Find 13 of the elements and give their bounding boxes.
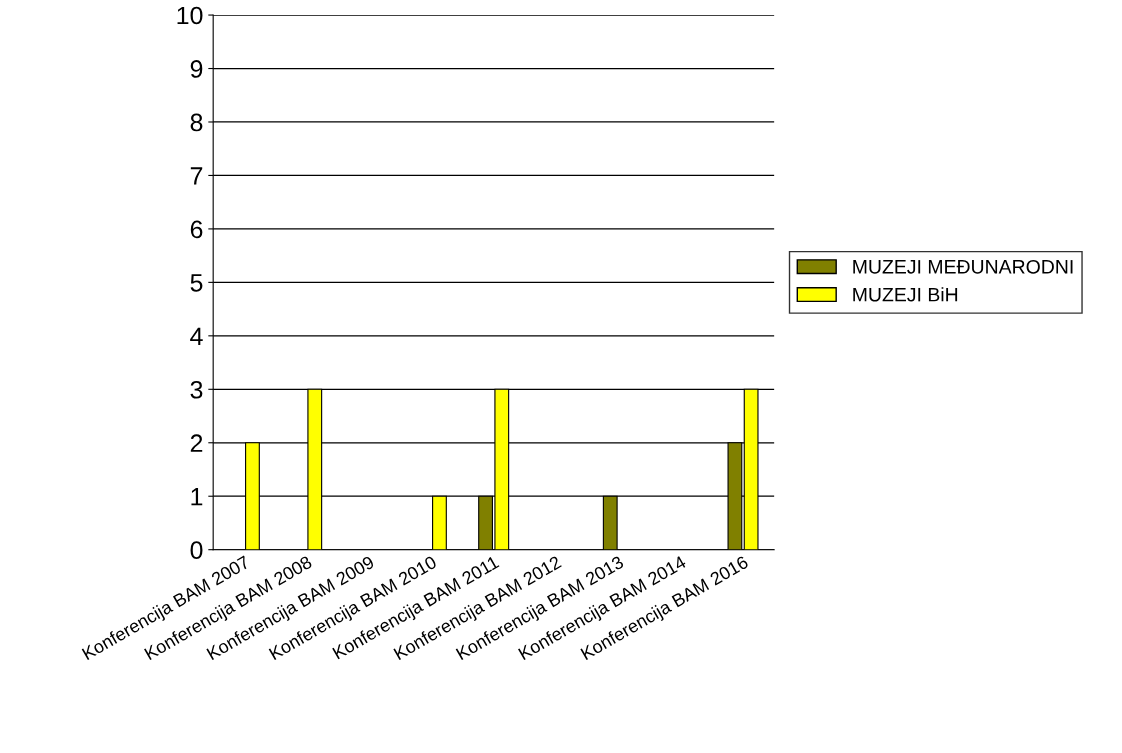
y-tick-label: 5 bbox=[190, 274, 203, 292]
y-tick-label: 1 bbox=[191, 488, 203, 506]
y-tick-label: 10 bbox=[177, 6, 203, 25]
y-tick-label: 7 bbox=[190, 167, 203, 185]
legend-label: MUZEJI BiH bbox=[853, 287, 958, 302]
y-tick-label: 9 bbox=[190, 60, 203, 78]
y-tick-label: 3 bbox=[190, 380, 203, 399]
y-tick-label: 6 bbox=[190, 220, 203, 239]
legend-label: MUZEJI MEĐUNARODNI bbox=[853, 259, 1073, 274]
y-tick-label: 2 bbox=[190, 434, 203, 452]
y-tick-label: 4 bbox=[190, 327, 203, 345]
y-tick-label: 8 bbox=[190, 113, 203, 132]
y-tick-label: 0 bbox=[190, 541, 203, 559]
